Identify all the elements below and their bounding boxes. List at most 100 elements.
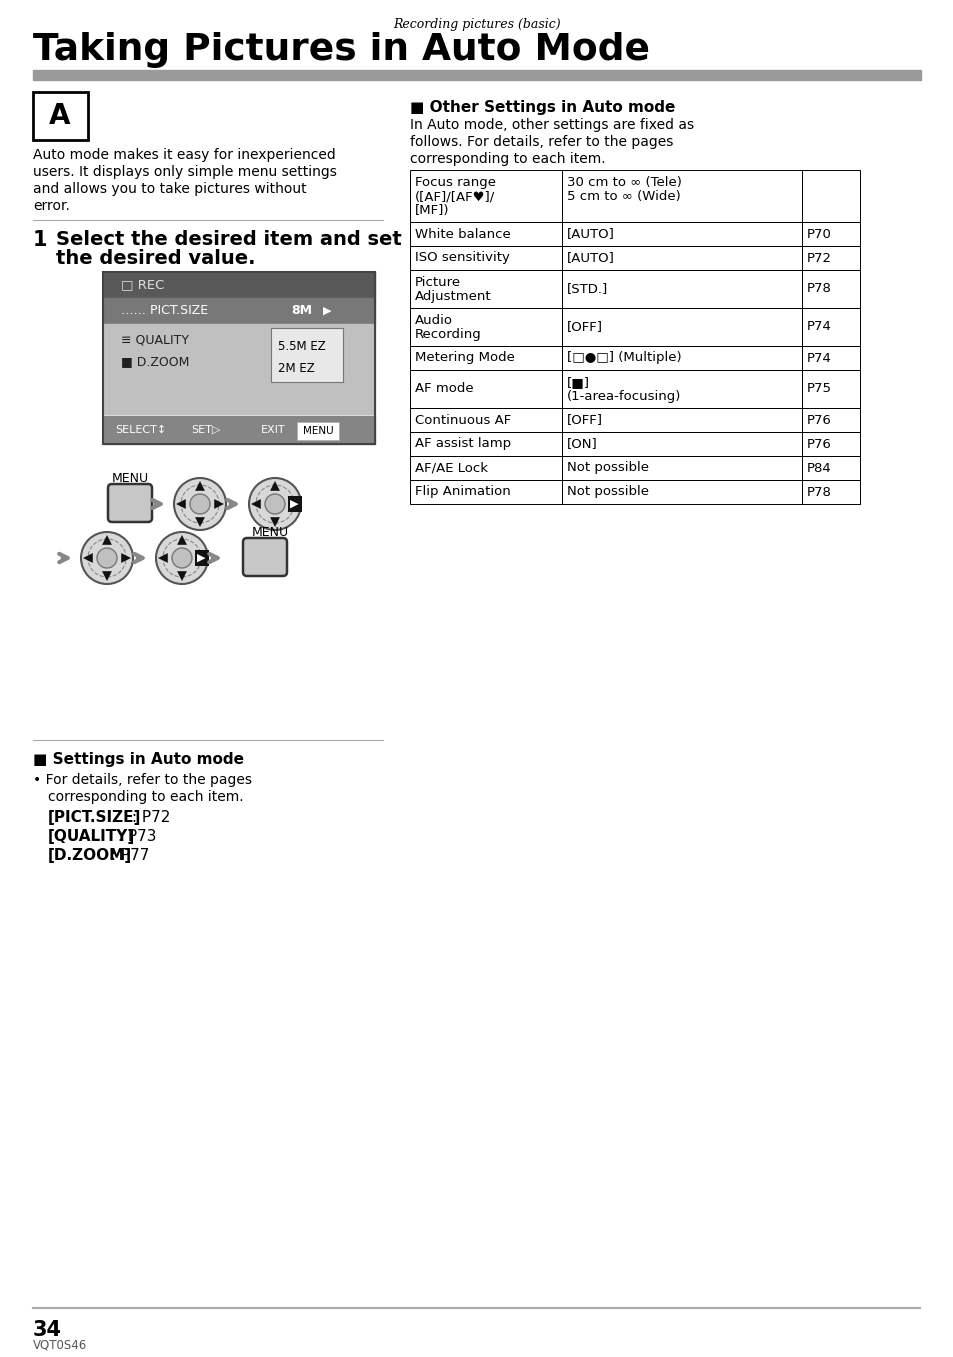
Text: Adjustment: Adjustment <box>415 290 491 303</box>
Text: Not possible: Not possible <box>566 486 648 498</box>
Text: [□●□] (Multiple): [□●□] (Multiple) <box>566 351 680 365</box>
Polygon shape <box>195 480 205 491</box>
Text: [OFF]: [OFF] <box>566 414 602 426</box>
Polygon shape <box>177 535 187 544</box>
Bar <box>103 299 375 324</box>
Bar <box>561 270 801 308</box>
Bar <box>561 408 801 432</box>
Text: Recording pictures (basic): Recording pictures (basic) <box>393 18 560 31</box>
Text: [MF]): [MF]) <box>415 204 449 217</box>
Polygon shape <box>195 517 205 527</box>
Text: corresponding to each item.: corresponding to each item. <box>48 790 243 803</box>
Bar <box>410 170 561 223</box>
Text: ISO sensitivity: ISO sensitivity <box>415 251 509 265</box>
Text: P75: P75 <box>806 383 831 395</box>
Text: users. It displays only simple menu settings: users. It displays only simple menu sett… <box>33 166 336 179</box>
Bar <box>801 308 859 346</box>
Text: P74: P74 <box>806 351 831 365</box>
Text: Continuous AF: Continuous AF <box>415 414 511 426</box>
Polygon shape <box>83 554 92 563</box>
Bar <box>801 480 859 503</box>
Text: [ON]: [ON] <box>566 437 598 451</box>
Text: P78: P78 <box>806 486 831 498</box>
Text: □ REC: □ REC <box>121 278 164 292</box>
Bar <box>801 370 859 408</box>
Polygon shape <box>270 517 279 527</box>
Text: Picture: Picture <box>415 275 460 289</box>
Text: ≡ QUALITY: ≡ QUALITY <box>121 334 189 346</box>
Text: error.: error. <box>33 199 70 213</box>
Circle shape <box>265 494 285 514</box>
Text: [OFF]: [OFF] <box>566 320 602 334</box>
Bar <box>410 456 561 480</box>
Text: MENU: MENU <box>302 426 333 436</box>
Bar <box>561 370 801 408</box>
Bar <box>801 246 859 270</box>
Bar <box>410 432 561 456</box>
Text: P76: P76 <box>806 414 831 426</box>
Bar <box>33 71 920 80</box>
Bar <box>561 480 801 503</box>
Text: Not possible: Not possible <box>566 461 648 475</box>
Bar <box>561 432 801 456</box>
Text: Recording: Recording <box>415 328 481 341</box>
Polygon shape <box>158 554 168 563</box>
Text: 5 cm to ∞ (Wide): 5 cm to ∞ (Wide) <box>566 190 680 204</box>
Text: Metering Mode: Metering Mode <box>415 351 515 365</box>
Bar <box>801 432 859 456</box>
Text: MENU: MENU <box>252 527 288 539</box>
Bar <box>194 550 209 566</box>
Bar <box>561 223 801 246</box>
Text: Taking Pictures in Auto Mode: Taking Pictures in Auto Mode <box>33 33 649 68</box>
Bar <box>561 346 801 370</box>
Text: ■ D.ZOOM: ■ D.ZOOM <box>121 356 190 369</box>
Polygon shape <box>270 480 279 491</box>
Text: 8M: 8M <box>291 304 312 318</box>
Text: [PICT.SIZE]: [PICT.SIZE] <box>48 810 141 825</box>
Text: 5.5M EZ: 5.5M EZ <box>277 339 325 353</box>
Text: White balance: White balance <box>415 228 510 240</box>
Text: [■]: [■] <box>566 376 589 389</box>
Text: P84: P84 <box>806 461 831 475</box>
Text: ▶: ▶ <box>323 305 331 316</box>
Polygon shape <box>102 571 112 581</box>
Text: 2M EZ: 2M EZ <box>277 361 314 375</box>
Text: Select the desired item and set: Select the desired item and set <box>56 229 401 248</box>
Text: ■ Other Settings in Auto mode: ■ Other Settings in Auto mode <box>410 100 675 115</box>
Text: P74: P74 <box>806 320 831 334</box>
Text: Focus range: Focus range <box>415 176 496 189</box>
Text: P78: P78 <box>806 282 831 296</box>
Text: : P77: : P77 <box>106 848 149 863</box>
Bar <box>801 170 859 223</box>
Bar <box>103 271 375 444</box>
Polygon shape <box>289 499 298 509</box>
Bar <box>561 246 801 270</box>
Text: SET▷: SET▷ <box>191 425 220 436</box>
Polygon shape <box>214 499 224 509</box>
Polygon shape <box>251 499 260 509</box>
FancyBboxPatch shape <box>243 537 287 575</box>
Text: 1: 1 <box>33 229 48 250</box>
Circle shape <box>156 532 208 584</box>
Polygon shape <box>175 499 186 509</box>
Text: ■ Settings in Auto mode: ■ Settings in Auto mode <box>33 752 244 767</box>
Bar <box>33 92 88 140</box>
Text: ▶: ▶ <box>196 554 205 563</box>
Text: the desired value.: the desired value. <box>56 248 255 267</box>
Bar <box>561 308 801 346</box>
Bar <box>410 270 561 308</box>
Text: Audio: Audio <box>415 313 453 327</box>
Polygon shape <box>121 554 131 563</box>
Circle shape <box>172 548 192 569</box>
Text: Flip Animation: Flip Animation <box>415 486 510 498</box>
Bar <box>103 324 375 414</box>
Text: P76: P76 <box>806 437 831 451</box>
Circle shape <box>190 494 210 514</box>
Text: [AUTO]: [AUTO] <box>566 228 615 240</box>
Text: : P73: : P73 <box>112 829 156 844</box>
Text: Auto mode makes it easy for inexperienced: Auto mode makes it easy for inexperience… <box>33 148 335 161</box>
Text: corresponding to each item.: corresponding to each item. <box>410 152 605 166</box>
Bar <box>410 480 561 503</box>
Bar <box>801 270 859 308</box>
Polygon shape <box>196 554 206 563</box>
